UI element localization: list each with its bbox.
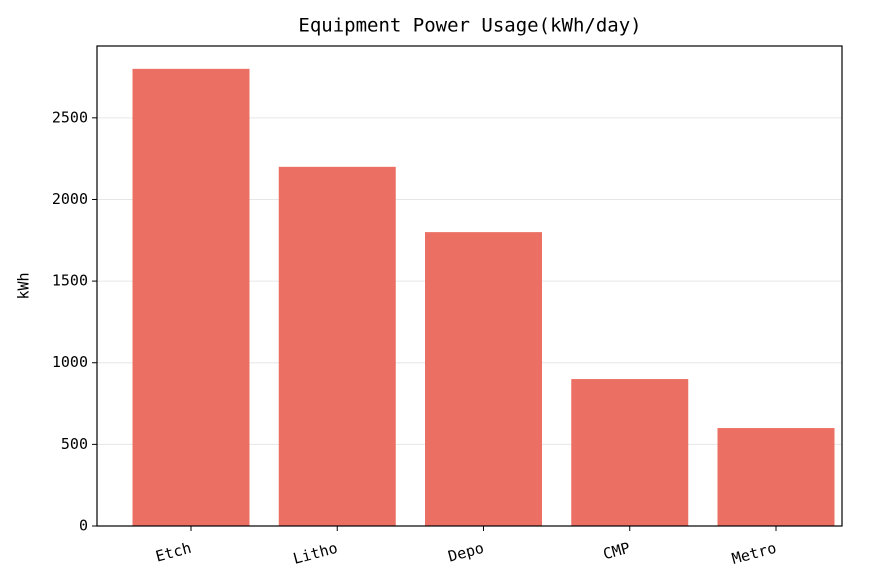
x-tick-label: Depo	[446, 539, 486, 566]
y-tick-label: 1000	[52, 353, 88, 371]
y-tick-label: 0	[79, 517, 88, 535]
bar	[717, 428, 835, 526]
y-tick-label: 2000	[52, 190, 88, 208]
y-axis-label: kWh	[15, 272, 33, 299]
y-tick-label: 1500	[52, 272, 88, 290]
bar	[425, 232, 542, 527]
bar	[132, 68, 250, 526]
x-tick-label: Etch	[154, 539, 194, 566]
chart-title: Equipment Power Usage(kWh/day)	[298, 15, 641, 37]
bar	[278, 166, 396, 526]
x-tick-label: Metro	[730, 539, 778, 568]
y-tick-label: 500	[61, 435, 88, 453]
x-tick-label: Litho	[291, 539, 339, 568]
bar	[571, 379, 689, 526]
plot-frame	[96, 45, 843, 527]
y-tick-label: 2500	[52, 108, 88, 126]
x-tick-label: CMP	[601, 539, 632, 563]
